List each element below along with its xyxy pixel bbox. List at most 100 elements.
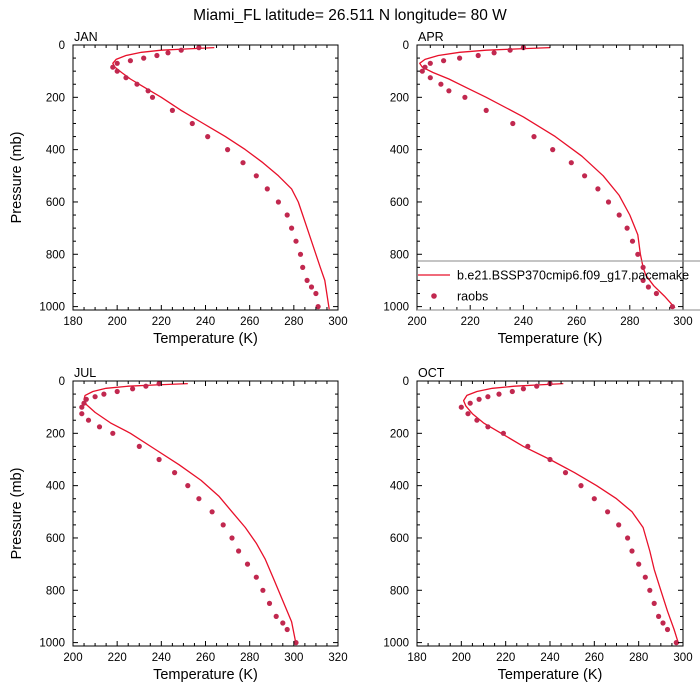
legend-raobs-marker-swatch — [431, 293, 437, 299]
plot-frame — [72, 380, 339, 647]
y-tick-label: 600 — [46, 533, 65, 545]
legend-raobs-label: raobs — [457, 290, 488, 304]
raobs-point — [114, 68, 120, 74]
raobs-point — [127, 58, 133, 64]
raobs-point — [284, 212, 290, 218]
x-tick-label: 200 — [452, 652, 471, 664]
x-tick-label: 220 — [496, 652, 515, 664]
raobs-point — [240, 160, 246, 166]
raobs-point — [653, 290, 660, 297]
raobs-point — [629, 238, 636, 244]
model-profile-line — [83, 382, 297, 645]
raobs-point — [293, 640, 299, 646]
raobs-point — [293, 238, 299, 244]
raobs-point — [496, 391, 502, 397]
x-tick-label: 300 — [673, 316, 692, 328]
chart-panel-apr: 200 220 240 260 280 300 0 200 400 600 800 1000 APR Te… — [383, 30, 692, 347]
raobs-point — [635, 251, 641, 257]
raobs-point — [640, 277, 646, 283]
raobs-point — [189, 120, 195, 127]
x-tick-label: 200 — [407, 316, 426, 328]
raobs-point — [273, 613, 279, 620]
raobs-point — [427, 75, 433, 81]
raobs-point — [123, 75, 129, 81]
y-tick-label: 0 — [403, 40, 409, 52]
raobs-point — [578, 483, 584, 489]
raobs-point — [500, 430, 506, 436]
raobs-point — [149, 94, 156, 100]
raobs-point — [315, 304, 321, 310]
x-tick-label: 220 — [461, 316, 480, 328]
raobs-point — [134, 81, 140, 87]
y-tick-label: 600 — [46, 197, 65, 209]
y-tick-label: 1000 — [39, 638, 65, 650]
y-tick-label: 400 — [390, 145, 409, 157]
raobs-point — [465, 411, 471, 417]
x-tick-label: 240 — [514, 316, 533, 328]
y-tick-label: 0 — [59, 376, 65, 388]
raobs-point — [110, 64, 116, 70]
x-tick-label: 280 — [620, 316, 639, 328]
raobs-point — [664, 626, 671, 633]
raobs-point — [616, 522, 622, 528]
raobs-point — [485, 424, 491, 430]
x-tick-label: 260 — [196, 652, 215, 664]
x-axis-title: Temperature (K) — [498, 667, 603, 683]
y-tick-label: 800 — [46, 585, 65, 597]
raobs-point — [441, 58, 447, 64]
y-tick-label: 800 — [390, 249, 409, 261]
model-profile-line — [462, 382, 680, 645]
plot-area — [110, 45, 330, 310]
x-axis-title: Temperature (K) — [498, 331, 603, 347]
x-tick-label: 300 — [673, 652, 692, 664]
raobs-point — [550, 147, 556, 153]
raobs-point — [92, 394, 98, 400]
raobs-point — [165, 50, 171, 56]
model-profile-line — [112, 46, 330, 310]
raobs-point — [616, 212, 622, 218]
figure-title: Miami_FL latitude= 26.511 N longitude= 8… — [193, 7, 507, 24]
raobs-point — [114, 60, 120, 66]
raobs-point — [308, 284, 315, 290]
raobs-point — [229, 535, 235, 541]
raobs-point — [640, 264, 646, 270]
y-tick-label: 1000 — [39, 302, 65, 314]
raobs-point — [562, 470, 569, 476]
x-tick-label: 280 — [240, 652, 259, 664]
raobs-point — [591, 496, 597, 502]
raobs-point — [253, 574, 259, 580]
raobs-point — [673, 640, 679, 646]
y-tick-label: 800 — [46, 249, 65, 261]
raobs-point — [280, 620, 286, 626]
raobs-point — [669, 304, 676, 310]
raobs-point — [595, 186, 601, 192]
raobs-point — [220, 522, 226, 528]
panel-label: JUL — [74, 366, 96, 380]
plot-frame — [416, 380, 684, 647]
legend-model-label: b.e21.BSSP370cmip6.f09_g17.pacemake — [457, 269, 689, 283]
raobs-point — [520, 386, 527, 392]
plot-area — [458, 381, 680, 646]
x-tick-label: 220 — [152, 316, 171, 328]
raobs-point — [264, 186, 270, 192]
raobs-point — [141, 55, 147, 61]
raobs-point — [156, 456, 162, 463]
raobs-point — [130, 386, 136, 392]
x-axis-title: Temperature (K) — [153, 667, 258, 683]
y-tick-label: 400 — [46, 145, 65, 157]
raobs-point — [266, 600, 273, 607]
raobs-point — [507, 47, 513, 53]
raobs-point — [284, 626, 290, 633]
x-tick-label: 260 — [585, 652, 604, 664]
raobs-point — [110, 430, 116, 436]
chart-panel-jul: 200 220 240 260 280 300 320 0 200 400 600 800 1000 JU… — [9, 366, 348, 683]
y-axis-title: Pressure (mb) — [9, 132, 25, 224]
x-axis-title: Temperature (K) — [153, 331, 258, 347]
raobs-point — [531, 134, 537, 140]
x-tick-label: 220 — [108, 652, 127, 664]
raobs-point — [260, 587, 266, 593]
y-tick-label: 600 — [390, 533, 409, 545]
raobs-point — [83, 396, 89, 402]
raobs-point — [642, 574, 648, 580]
x-tick-label: 300 — [284, 652, 303, 664]
